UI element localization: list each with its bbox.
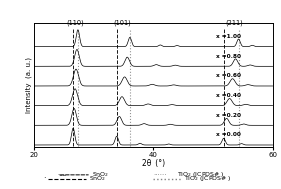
Text: x =0.00: x =0.00 — [216, 132, 241, 137]
Text: (101): (101) — [114, 19, 132, 26]
X-axis label: 2θ (°): 2θ (°) — [142, 159, 165, 168]
Text: x =0.80: x =0.80 — [216, 53, 241, 59]
Text: (110): (110) — [66, 19, 84, 26]
Text: x =0.20: x =0.20 — [216, 112, 241, 118]
Text: x =0.60: x =0.60 — [216, 73, 241, 78]
Text: SnO$_2$: SnO$_2$ — [89, 174, 106, 183]
Text: SnO$_2$: SnO$_2$ — [92, 170, 110, 179]
Text: ·: · — [43, 174, 46, 183]
Text: x =0.40: x =0.40 — [216, 93, 241, 98]
Text: x =1.00: x =1.00 — [216, 34, 241, 39]
Text: TiO$_2$ (JCPDS# ): TiO$_2$ (JCPDS# ) — [177, 170, 225, 179]
Text: ······: ······ — [153, 172, 167, 178]
Text: TiO$_2$ (JCPDS# ): TiO$_2$ (JCPDS# ) — [184, 174, 232, 183]
Y-axis label: Intensity  (a. u.): Intensity (a. u.) — [26, 57, 32, 113]
Text: ·––: ·–– — [58, 172, 67, 178]
Text: (211): (211) — [225, 19, 243, 26]
